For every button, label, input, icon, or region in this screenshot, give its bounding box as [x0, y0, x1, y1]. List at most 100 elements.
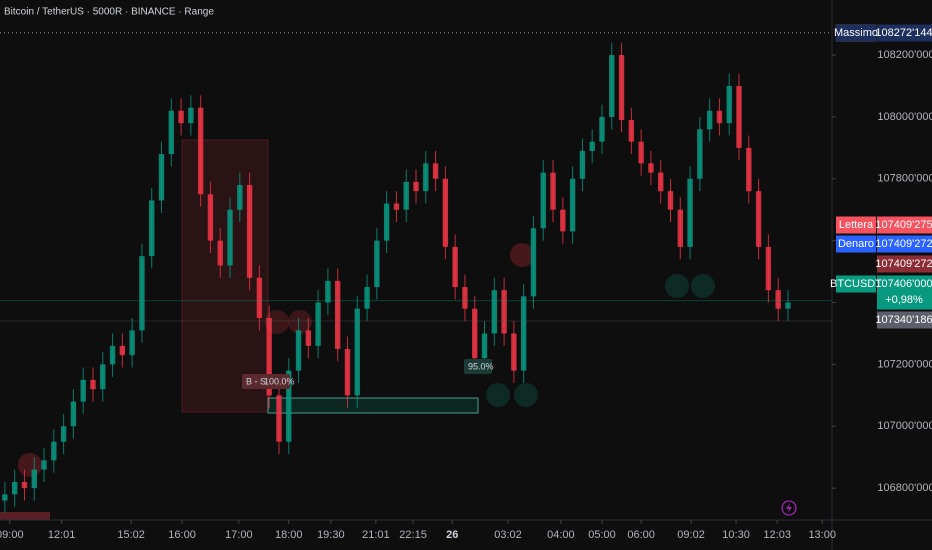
candle-body: [628, 120, 635, 142]
price-label-box: [877, 275, 932, 310]
candle-body: [765, 246, 772, 291]
price-label-box: [877, 311, 932, 329]
candle-body: [315, 302, 321, 346]
candle-body: [432, 163, 439, 179]
x-tick-label: 17:00: [225, 529, 253, 541]
candle-body: [188, 107, 194, 124]
alert-icon[interactable]: [781, 500, 797, 516]
candle-body: [119, 345, 126, 356]
x-tick-label: 21:01: [362, 529, 390, 541]
candle-body: [599, 116, 605, 142]
price-label-name-box: [836, 216, 876, 234]
candle-body: [609, 55, 615, 117]
price-label-name-box: [836, 235, 876, 253]
candle-body: [491, 290, 497, 334]
candle-body: [237, 184, 243, 210]
candle-body: [344, 348, 351, 396]
marker-circle: [18, 453, 42, 477]
candle-body: [540, 172, 546, 229]
price-label-name: BTCUSDT: [830, 278, 882, 290]
candle-body: [2, 494, 8, 501]
candle-body: [11, 481, 18, 495]
candle-body: [550, 172, 556, 210]
marker-circle: [665, 274, 689, 298]
marker-circle: [510, 243, 534, 267]
candle-body: [139, 256, 145, 331]
candle-body: [736, 85, 742, 148]
candle-body: [667, 191, 674, 210]
annotation-percent: 95.0%: [468, 361, 494, 371]
candle-body: [335, 280, 341, 349]
price-label-box: [877, 24, 932, 42]
price-label-box: [877, 255, 932, 273]
candle-body: [462, 287, 468, 309]
candle-body: [286, 370, 292, 442]
candle-body: [648, 163, 654, 173]
candle-body: [775, 290, 781, 309]
candle-body: [129, 330, 135, 356]
candle-body: [618, 55, 625, 121]
annotation-percent: 100.0%: [264, 376, 295, 386]
candle-body: [442, 178, 449, 247]
price-label-name-box: [835, 24, 877, 42]
candle-body: [658, 172, 664, 192]
x-tick-label: 04:00: [547, 529, 575, 541]
marker-circle: [691, 274, 715, 298]
drawings: [0, 139, 715, 520]
price-label-value: 107409'272: [875, 238, 932, 250]
x-tick-label: 03:02: [494, 529, 522, 541]
price-label-change: +0,98%: [885, 294, 923, 306]
candle-body: [109, 345, 116, 365]
candle-body: [168, 110, 174, 155]
candle-body: [393, 203, 400, 210]
x-tick-label: 05:00: [588, 529, 616, 541]
candle-body: [579, 150, 586, 179]
x-tick-label: 06:00: [627, 529, 655, 541]
candle-body: [785, 302, 791, 309]
candle-body: [149, 200, 155, 257]
candle-body: [70, 401, 77, 427]
candle-body: [383, 203, 390, 241]
candle-body: [697, 129, 703, 179]
price-label-value: 107406'000: [875, 278, 932, 290]
range-box: [181, 139, 269, 413]
candle-body: [511, 333, 517, 371]
candle-body: [354, 308, 360, 396]
candle-body: [295, 330, 302, 371]
candle-body: [100, 364, 106, 390]
candle-body: [638, 141, 644, 164]
price-label-box: [877, 235, 932, 253]
candle-body: [520, 296, 527, 371]
x-tick-label: 09:02: [677, 529, 705, 541]
annotation-box: [242, 374, 290, 389]
price-label-name: Lettera: [839, 219, 874, 231]
y-tick-label: 106800'000: [877, 482, 932, 494]
price-label-value: 107409'275: [875, 219, 932, 231]
x-tick-label: 18:00: [275, 529, 303, 541]
candle-body: [217, 240, 223, 266]
x-tick-label: 09:00: [0, 529, 24, 541]
candle-body: [472, 308, 478, 359]
x-tick-label: 26: [446, 529, 458, 541]
x-tick-label: 12:01: [48, 529, 76, 541]
candle-body: [560, 209, 566, 232]
y-tick-label: 108200'000: [877, 49, 932, 61]
candle-body: [589, 141, 595, 151]
candle-body: [60, 426, 67, 442]
candles: [0, 32, 832, 513]
candle-body: [305, 330, 312, 346]
marker-circle: [486, 383, 510, 407]
candle-body: [569, 178, 576, 232]
candle-body: [423, 163, 429, 192]
candle-body: [716, 110, 723, 124]
candle-body: [364, 287, 370, 309]
candle-body: [90, 379, 96, 390]
annotation-box: [464, 359, 492, 374]
x-tick-label: 16:00: [168, 529, 196, 541]
marker-circle: [288, 310, 312, 334]
chart-title: Bitcoin / TetherUS · 5000R · BINANCE · R…: [4, 7, 214, 18]
candle-body: [687, 178, 693, 247]
candle-body: [256, 277, 263, 319]
x-tick-label: 12:03: [763, 529, 791, 541]
